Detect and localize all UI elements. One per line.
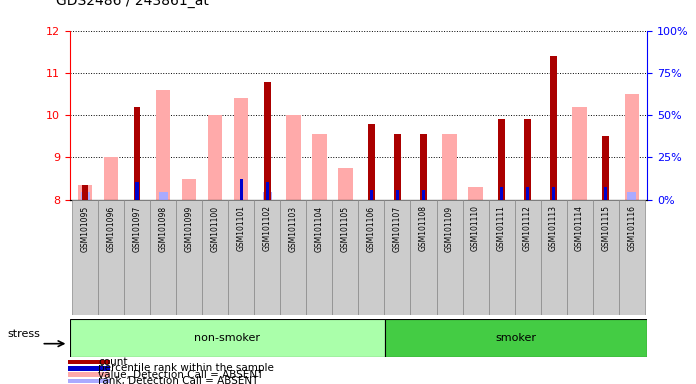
Bar bbox=[182, 179, 196, 200]
Bar bbox=[98, 200, 125, 315]
Bar bbox=[234, 98, 248, 200]
Bar bbox=[104, 157, 118, 200]
Text: GSM101115: GSM101115 bbox=[601, 205, 610, 252]
Bar bbox=[604, 187, 608, 200]
Bar bbox=[68, 360, 110, 364]
Text: GDS2486 / 243861_at: GDS2486 / 243861_at bbox=[56, 0, 209, 8]
Bar bbox=[443, 134, 457, 200]
Text: GSM101097: GSM101097 bbox=[133, 205, 142, 252]
Bar bbox=[396, 190, 400, 200]
Text: smoker: smoker bbox=[496, 333, 537, 343]
Bar bbox=[624, 94, 639, 200]
Bar bbox=[81, 192, 90, 200]
Bar bbox=[134, 107, 141, 200]
Bar bbox=[368, 124, 374, 200]
Text: GSM101111: GSM101111 bbox=[497, 205, 506, 251]
Text: GSM101106: GSM101106 bbox=[367, 205, 376, 252]
Bar bbox=[125, 200, 150, 315]
Bar bbox=[567, 200, 592, 315]
Bar bbox=[552, 187, 555, 200]
Text: GSM101096: GSM101096 bbox=[106, 205, 116, 252]
Bar bbox=[420, 134, 427, 200]
Bar bbox=[264, 82, 271, 200]
Bar bbox=[358, 200, 384, 315]
Bar bbox=[541, 200, 567, 315]
Bar bbox=[384, 200, 411, 315]
Bar bbox=[603, 136, 609, 200]
Text: GSM101099: GSM101099 bbox=[185, 205, 193, 252]
Bar bbox=[370, 190, 373, 200]
Bar bbox=[333, 200, 358, 315]
Bar bbox=[72, 200, 98, 315]
Text: GSM101109: GSM101109 bbox=[445, 205, 454, 252]
Bar bbox=[313, 134, 326, 200]
Bar bbox=[385, 319, 647, 357]
Bar bbox=[524, 119, 531, 200]
Bar bbox=[68, 366, 110, 371]
Text: GSM101107: GSM101107 bbox=[393, 205, 402, 252]
Text: GSM101110: GSM101110 bbox=[471, 205, 480, 252]
Bar bbox=[263, 192, 271, 200]
Bar bbox=[176, 200, 203, 315]
Text: rank, Detection Call = ABSENT: rank, Detection Call = ABSENT bbox=[98, 376, 258, 384]
Text: GSM101112: GSM101112 bbox=[523, 205, 532, 251]
Text: GSM101104: GSM101104 bbox=[315, 205, 324, 252]
Bar bbox=[286, 115, 301, 200]
Bar bbox=[159, 192, 168, 200]
Text: GSM101095: GSM101095 bbox=[81, 205, 90, 252]
Bar bbox=[500, 187, 503, 200]
Bar bbox=[468, 187, 483, 200]
Text: GSM101113: GSM101113 bbox=[549, 205, 558, 252]
Bar bbox=[254, 200, 280, 315]
Bar bbox=[266, 182, 269, 200]
Bar bbox=[619, 200, 644, 315]
Text: GSM101100: GSM101100 bbox=[211, 205, 220, 252]
Bar bbox=[338, 168, 353, 200]
Bar bbox=[70, 319, 385, 357]
Text: GSM101108: GSM101108 bbox=[419, 205, 428, 252]
Text: percentile rank within the sample: percentile rank within the sample bbox=[98, 363, 274, 373]
Text: stress: stress bbox=[7, 329, 40, 339]
Bar bbox=[498, 119, 505, 200]
Bar bbox=[436, 200, 463, 315]
Bar bbox=[592, 200, 619, 315]
Bar bbox=[411, 200, 436, 315]
Bar bbox=[306, 200, 333, 315]
Bar bbox=[228, 200, 254, 315]
Bar bbox=[463, 200, 489, 315]
Text: GSM101116: GSM101116 bbox=[627, 205, 636, 252]
Text: GSM101102: GSM101102 bbox=[263, 205, 272, 252]
Bar bbox=[68, 379, 110, 383]
Bar bbox=[68, 372, 110, 377]
Text: non-smoker: non-smoker bbox=[194, 333, 260, 343]
Text: count: count bbox=[98, 357, 127, 367]
Bar bbox=[239, 179, 243, 200]
Bar bbox=[551, 56, 557, 200]
Bar bbox=[82, 185, 88, 200]
Bar bbox=[514, 200, 541, 315]
Text: GSM101105: GSM101105 bbox=[341, 205, 350, 252]
Bar bbox=[136, 182, 139, 200]
Text: GSM101114: GSM101114 bbox=[575, 205, 584, 252]
Bar bbox=[422, 190, 425, 200]
Bar bbox=[208, 115, 223, 200]
Text: GSM101098: GSM101098 bbox=[159, 205, 168, 252]
Bar bbox=[280, 200, 306, 315]
Text: GSM101103: GSM101103 bbox=[289, 205, 298, 252]
Bar bbox=[489, 200, 514, 315]
Text: value, Detection Call = ABSENT: value, Detection Call = ABSENT bbox=[98, 370, 264, 380]
Bar bbox=[156, 90, 171, 200]
Bar bbox=[525, 187, 530, 200]
Bar bbox=[573, 107, 587, 200]
Bar bbox=[150, 200, 176, 315]
Bar bbox=[203, 200, 228, 315]
Bar bbox=[78, 185, 93, 200]
Bar bbox=[394, 134, 401, 200]
Text: GSM101101: GSM101101 bbox=[237, 205, 246, 252]
Bar bbox=[627, 192, 636, 200]
